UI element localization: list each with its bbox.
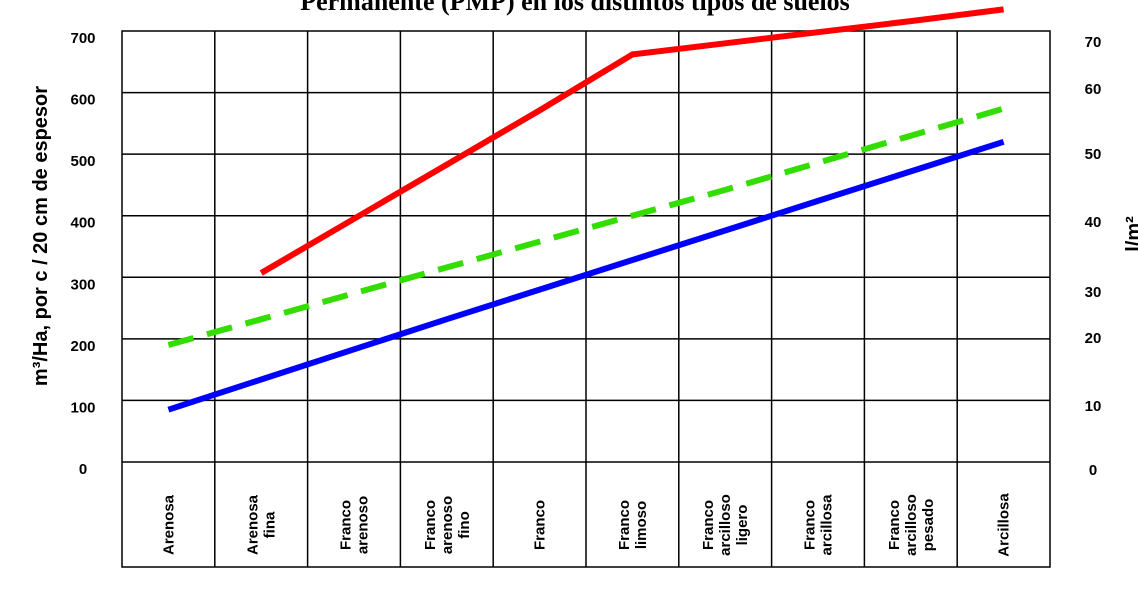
right-tick-label: 30 bbox=[1085, 284, 1102, 301]
series-lines bbox=[167, 6, 1005, 413]
category-label: Franco arcilloso ligero bbox=[700, 494, 751, 556]
left-tick-label: 700 bbox=[70, 30, 95, 47]
category-label-word: Franco bbox=[802, 500, 819, 550]
category-labels: Arenosa Arenosa fina Franco arenoso Franco are… bbox=[160, 493, 1012, 557]
category-label: Arenosa bbox=[160, 494, 177, 555]
series-line bbox=[167, 138, 1005, 413]
category-label-word: Franco bbox=[886, 500, 903, 550]
right-tick-label: 20 bbox=[1085, 330, 1102, 347]
category-label: Arenosa fina bbox=[245, 494, 279, 555]
series-line bbox=[259, 6, 1004, 276]
left-axis-ticks: 0 100 200 300 400 500 600 700 bbox=[70, 30, 95, 478]
category-label: Franco arcillosa bbox=[802, 494, 836, 556]
right-tick-label: 70 bbox=[1085, 34, 1102, 51]
left-tick-label: 400 bbox=[70, 215, 95, 232]
left-tick-label: 100 bbox=[70, 399, 95, 416]
chart-title: Permanente (PMP) en los distintos tipos … bbox=[300, 0, 850, 16]
category-label-word: fino bbox=[456, 511, 473, 539]
category-label: Franco limoso bbox=[616, 500, 650, 550]
category-label: Franco arenoso bbox=[338, 496, 372, 554]
series-line bbox=[167, 105, 1005, 348]
left-axis-label: m³/Ha, por c / 20 cm de espesor bbox=[30, 86, 52, 386]
category-label-word: arenoso bbox=[355, 496, 372, 554]
category-label-word: Franco bbox=[616, 500, 633, 550]
category-label-word: Arenosa bbox=[245, 494, 262, 555]
category-label-word: Franco bbox=[338, 500, 355, 550]
category-label-word: arcilloso bbox=[717, 494, 734, 556]
category-label-word: arcillosa bbox=[819, 494, 836, 556]
category-label-word: limoso bbox=[633, 501, 650, 549]
left-tick-label: 0 bbox=[79, 461, 87, 478]
category-label-word: pesado bbox=[920, 499, 937, 552]
category-label-word: arcilloso bbox=[903, 494, 920, 556]
category-label: Franco arcilloso pesado bbox=[886, 494, 937, 556]
category-label-word: Franco bbox=[532, 500, 549, 550]
category-label: Franco bbox=[532, 500, 549, 550]
right-axis-ticks: 0 10 20 30 40 50 60 70 bbox=[1085, 34, 1102, 479]
right-tick-label: 10 bbox=[1085, 398, 1102, 415]
category-label-word: arenoso bbox=[439, 496, 456, 554]
left-tick-label: 500 bbox=[70, 153, 95, 170]
right-tick-label: 60 bbox=[1085, 81, 1102, 98]
category-label-word: ligero bbox=[734, 505, 751, 546]
category-label-word: Franco bbox=[700, 500, 717, 550]
category-label-word: fina bbox=[262, 511, 279, 538]
left-tick-label: 200 bbox=[70, 338, 95, 355]
right-tick-label: 40 bbox=[1085, 214, 1102, 231]
plot-grid bbox=[121, 30, 1051, 568]
category-label-word: Franco bbox=[422, 500, 439, 550]
right-tick-label: 0 bbox=[1089, 462, 1097, 479]
category-label: Arcillosa bbox=[996, 493, 1013, 557]
left-tick-label: 600 bbox=[70, 92, 95, 109]
category-label: Franco arenoso fino bbox=[422, 496, 473, 554]
right-axis-label: l/m² bbox=[1123, 216, 1138, 252]
left-tick-label: 300 bbox=[70, 276, 95, 293]
right-tick-label: 50 bbox=[1085, 146, 1102, 163]
category-label-word: Arcillosa bbox=[996, 493, 1013, 557]
category-label-word: Arenosa bbox=[160, 494, 177, 555]
